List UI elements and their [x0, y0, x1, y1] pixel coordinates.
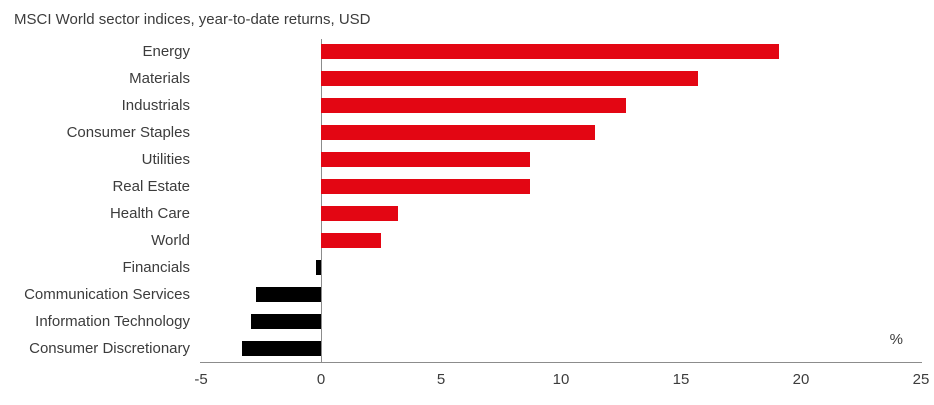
value-bar-world	[321, 233, 381, 248]
x-axis-ticks: -5 0 5 10 15 20 25	[0, 371, 934, 391]
value-bar-communication-services	[256, 287, 321, 302]
x-tick-label-25: 25	[912, 371, 930, 388]
category-label-world: World	[151, 232, 190, 249]
bar-track-world	[201, 227, 921, 254]
category-label-real-estate: Real Estate	[112, 178, 190, 195]
value-bar-materials	[321, 71, 698, 86]
bar-track-consumer-discretionary	[201, 335, 921, 362]
unit-label: %	[889, 331, 903, 348]
value-bar-health-care	[321, 206, 398, 221]
bar-track-energy	[201, 38, 921, 65]
bar-rows: Energy Materials Industrials Consumer Stapl…	[0, 38, 921, 362]
bar-track-health-care	[201, 200, 921, 227]
bar-track-consumer-staples	[201, 119, 921, 146]
bar-track-materials	[201, 65, 921, 92]
value-bar-consumer-discretionary	[241, 341, 321, 356]
bar-track-industrials	[201, 92, 921, 119]
category-label-consumer-staples: Consumer Staples	[66, 124, 190, 141]
x-tick-label-10: 10	[552, 371, 570, 388]
chart-row-industrials: Industrials	[0, 92, 921, 119]
zero-baseline	[321, 39, 322, 362]
bar-track-communication-services	[201, 281, 921, 308]
chart-row-consumer-discretionary: Consumer Discretionary	[0, 335, 921, 362]
category-label-energy: Energy	[142, 43, 190, 60]
category-label-health-care: Health Care	[109, 205, 190, 222]
bar-track-real-estate	[201, 173, 921, 200]
x-tick-label-20: 20	[792, 371, 810, 388]
category-label-materials: Materials	[129, 70, 190, 87]
category-label-information-technology: Information Technology	[35, 313, 190, 330]
value-bar-financials	[316, 260, 321, 275]
x-axis-line	[200, 362, 922, 363]
value-bar-real-estate	[321, 179, 530, 194]
value-bar-consumer-staples	[321, 125, 595, 140]
category-label-financials: Financials	[122, 259, 190, 276]
chart-row-health-care: Health Care	[0, 200, 921, 227]
chart-row-financials: Financials	[0, 254, 921, 281]
category-label-utilities: Utilities	[141, 151, 190, 168]
value-bar-industrials	[321, 98, 626, 113]
x-tick-label-15: 15	[672, 371, 690, 388]
x-tick-label-0: 0	[316, 371, 326, 388]
chart-row-materials: Materials	[0, 65, 921, 92]
chart-row-real-estate: Real Estate	[0, 173, 921, 200]
value-bar-energy	[321, 44, 780, 59]
value-bar-utilities	[321, 152, 530, 167]
chart-row-world: World	[0, 227, 921, 254]
bar-track-financials	[201, 254, 921, 281]
bar-track-utilities	[201, 146, 921, 173]
chart-row-communication-services: Communication Services	[0, 281, 921, 308]
chart-row-energy: Energy	[0, 38, 921, 65]
chart-row-consumer-staples: Consumer Staples	[0, 119, 921, 146]
chart-row-utilities: Utilities	[0, 146, 921, 173]
bar-track-information-technology	[201, 308, 921, 335]
x-tick-label--5: -5	[194, 371, 208, 388]
chart-title: MSCI World sector indices, year-to-date …	[14, 11, 371, 28]
category-label-consumer-discretionary: Consumer Discretionary	[29, 340, 190, 357]
category-label-communication-services: Communication Services	[24, 286, 190, 303]
category-label-industrials: Industrials	[121, 97, 190, 114]
chart-row-information-technology: Information Technology	[0, 308, 921, 335]
x-tick-label-5: 5	[436, 371, 446, 388]
value-bar-information-technology	[251, 314, 321, 329]
